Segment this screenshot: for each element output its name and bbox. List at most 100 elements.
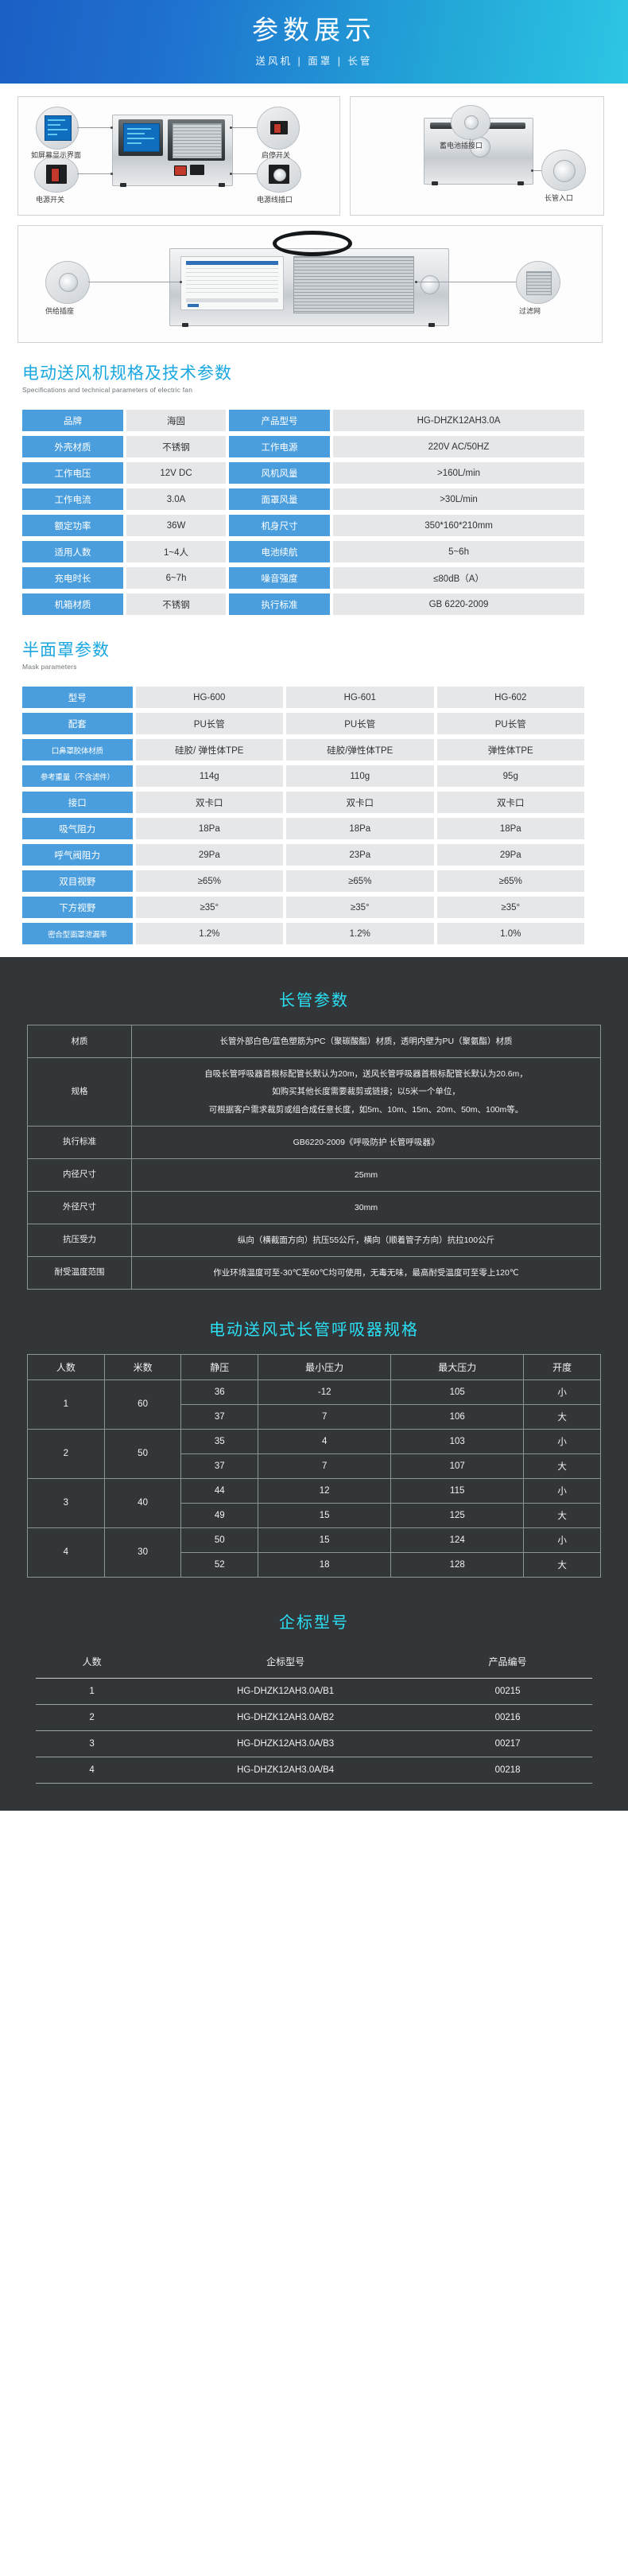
model-product-number: 00216 [423,1704,592,1731]
table-row: 额定功率 36W 机身尺寸 350*160*210mm [22,515,584,537]
blower-pmax: 106 [390,1403,525,1430]
tube-value-line: 如购买其他长度需要裁剪或链接；以5米一个单位， [272,1087,460,1097]
mask-value: ≥65% [286,870,434,893]
fan-value: HG-DHZK12AH3.0A [333,410,584,432]
mask-value: 硅胶/弹性体TPE [286,739,434,761]
fan-value: 36W [126,515,227,537]
blower-opening: 大 [523,1551,601,1578]
blower-people: 3 [27,1477,105,1528]
fan-key: 额定功率 [22,515,123,537]
fan-key: 品牌 [22,410,123,432]
fan-value: 12V DC [126,462,227,484]
fan-key: 产品型号 [229,410,331,432]
mask-value: ≥35° [286,897,434,919]
table-row: 型号 HG-600 HG-601 HG-602 [22,687,584,709]
blower-static: 44 [180,1477,259,1504]
fan-value: 1~4人 [126,541,227,563]
table-row: 49 15 125 大 [28,1502,601,1528]
tube-key: 耐受温度范围 [27,1255,132,1290]
fan-key: 工作电压 [22,462,123,484]
blower-pmin: 12 [258,1477,392,1504]
table-row: 吸气阻力 18Pa 18Pa 18Pa [22,818,584,840]
mask-value: ≥65% [135,870,284,893]
fan-spec-table: 品牌 海固 产品型号 HG-DHZK12AH3.0A 外壳材质 不锈钢 工作电源 220V A… [19,405,587,620]
fan-section-title-cn: 电动送风机规格及技术参数 [22,364,232,383]
product-spec-page: 参数展示 送风机 | 面罩 | 长管 [0,0,628,1811]
fan-key: 工作电源 [229,436,331,458]
model-product-number: 00218 [423,1757,592,1784]
table-row: 下方视野 ≥35° ≥35° ≥35° [22,897,584,919]
blower-section-title: 电动送风式长管呼吸器规格 [209,1321,419,1339]
tube-key: 内径尺寸 [27,1158,132,1192]
mask-value: 18Pa [135,818,284,840]
fan-key: 面罩风量 [229,488,331,511]
table-row: 适用人数 1~4人 电池续航 5~6h [22,541,584,563]
model-code-table: 人数 企标型号 产品编号 1 HG-DHZK12AH3.0A/B1 00215 2 HG-DH… [36,1646,592,1784]
mask-value: 29Pa [436,844,584,866]
blower-pmax: 125 [390,1502,525,1528]
fan-value: 不锈钢 [126,436,227,458]
tube-value: 自吸长管呼吸器首根标配管长默认为20m，送风长管呼吸器首根标配管长默认为20.6… [131,1057,601,1127]
blower-people: 4 [27,1527,105,1578]
mask-key: 双目视野 [22,870,133,893]
table-row: 外壳材质 不锈钢 工作电源 220V AC/50HZ [22,436,584,458]
model-product-number: 00215 [423,1678,592,1705]
table-row: 配套 PU长管 PU长管 PU长管 [22,713,584,735]
blower-pmax: 103 [390,1428,525,1454]
tube-value: 纵向（横截面方向）抗压55公斤，横向（顺着管子方向）抗拉100公斤 [131,1223,601,1257]
fan-key: 外壳材质 [22,436,123,458]
blower-pmin: 15 [258,1527,392,1553]
blower-opening: 小 [523,1379,601,1405]
page-title: 参数展示 [252,15,376,45]
tube-section-title: 长管参数 [279,992,349,1010]
table-row: 耐受温度范围 作业环境温度可至-30℃至60℃均可使用，无毒无味，最高耐受温度可至… [27,1255,601,1290]
table-row: 外径尺寸 30mm [27,1190,601,1224]
tube-value-line: 30mm [354,1202,378,1212]
table-row: 抗压受力 纵向（横截面方向）抗压55公斤，横向（顺着管子方向）抗拉100公斤 [27,1223,601,1257]
caption-display: 如屏幕显示界面 [31,151,82,159]
blower-column-header: 米数 [103,1353,182,1380]
model-code: HG-DHZK12AH3.0A/B4 [148,1757,424,1784]
table-row: 1 60 36 -12 105 小 [27,1379,601,1430]
mask-value: 18Pa [286,818,434,840]
mask-section-heading: 半面罩参数 Mask parameters [22,640,611,671]
model-people: 1 [36,1678,149,1705]
table-header-row: 人数 米数 静压 最小压力 最大压力 开度 [27,1353,601,1380]
blower-static: 37 [180,1403,259,1430]
fan-value: 220V AC/50HZ [333,436,584,458]
tube-value: 作业环境温度可至-30℃至60℃均可使用，无毒无味，最高耐受温度可至零上120℃ [131,1255,601,1290]
mask-value: ≥35° [135,897,284,919]
blower-people: 2 [27,1428,105,1479]
model-code: HG-DHZK12AH3.0A/B1 [148,1678,424,1705]
model-column-header: 企标型号 [148,1646,424,1679]
table-row: 口鼻罩胶体材质 硅胶/ 弹性体TPE 硅胶/弹性体TPE 弹性体TPE [22,739,584,761]
table-row: 1 HG-DHZK12AH3.0A/B1 00215 [36,1678,592,1705]
dark-content: 长管参数 材质 长管外部白色/蓝色塑筋为PC（聚碳酸酯）材质，透明内壁为PU（聚氨… [0,957,628,1811]
fan-key: 风机风量 [229,462,331,484]
model-section-title: 企标型号 [279,1613,349,1632]
model-column-header: 人数 [36,1646,149,1679]
product-photo-top: 供给插座 过滤网 [17,225,603,343]
blower-static: 35 [180,1428,259,1454]
caption-plug: 供给插座 [45,307,75,315]
blower-pmin: 4 [258,1428,392,1454]
tube-value-line: GB6220-2009《呼吸防护 长管呼吸器》 [293,1137,440,1147]
mask-key: 配套 [22,713,133,735]
fan-key: 充电时长 [22,567,123,590]
fan-key: 执行标准 [229,593,331,616]
blower-opening: 大 [523,1502,601,1528]
mask-value: HG-600 [135,687,284,709]
table-row: 4 HG-DHZK12AH3.0A/B4 00218 [36,1757,592,1784]
tube-key: 材质 [27,1025,132,1059]
model-people: 2 [36,1704,149,1731]
blower-opening: 小 [523,1428,601,1454]
blower-pmax: 107 [390,1453,525,1479]
caption-switch: 启停开关 [262,151,291,159]
model-code: HG-DHZK12AH3.0A/B3 [148,1730,424,1757]
mask-value: 18Pa [436,818,584,840]
mask-key: 吸气阻力 [22,818,133,840]
table-row: 内径尺寸 25mm [27,1158,601,1192]
light-content: 如屏幕显示界面 启停开关 电源开关 电源线插口 [0,84,628,958]
mask-value: 29Pa [135,844,284,866]
mask-value: 95g [436,765,584,788]
